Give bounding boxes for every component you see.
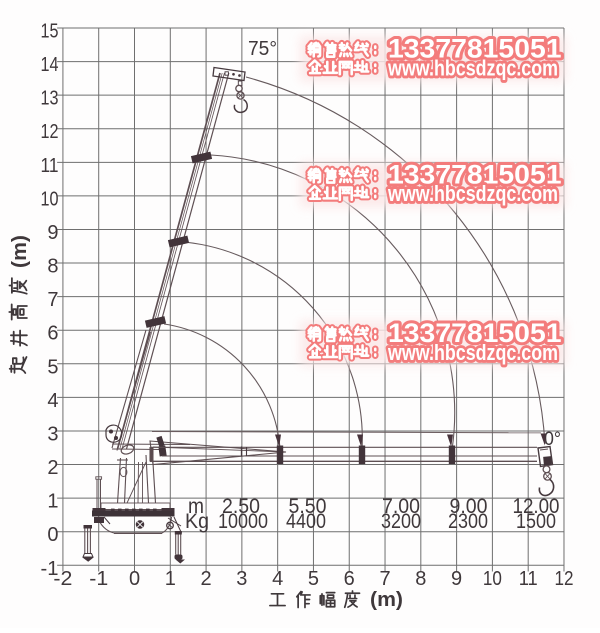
svg-text:(m): (m) — [9, 235, 31, 268]
svg-text:12.00: 12.00 — [513, 495, 560, 518]
svg-text:14: 14 — [41, 54, 59, 76]
svg-text:m: m — [188, 495, 204, 518]
svg-text:8: 8 — [415, 568, 426, 590]
svg-text:www.hbcsdzqc.com: www.hbcsdzqc.com — [387, 181, 558, 206]
svg-text:7: 7 — [379, 568, 390, 590]
svg-text:2: 2 — [47, 457, 58, 479]
svg-text:7: 7 — [47, 289, 58, 311]
svg-text:1500: 1500 — [516, 510, 556, 533]
svg-text:15: 15 — [41, 21, 59, 43]
svg-text:12: 12 — [41, 121, 59, 143]
svg-text:0: 0 — [129, 568, 140, 590]
svg-text:13: 13 — [41, 88, 59, 110]
svg-text:6: 6 — [344, 568, 355, 590]
svg-text:www.hbcsdzqc.com: www.hbcsdzqc.com — [387, 56, 558, 81]
svg-text:9.00: 9.00 — [450, 495, 488, 518]
svg-text:10: 10 — [41, 188, 59, 210]
svg-text:10: 10 — [483, 568, 502, 590]
svg-text:1: 1 — [165, 568, 176, 590]
svg-text:-1: -1 — [41, 558, 59, 580]
svg-text:0: 0 — [47, 524, 58, 546]
svg-text:7.00: 7.00 — [382, 495, 420, 518]
svg-text:9: 9 — [451, 568, 462, 590]
svg-text:75°: 75° — [248, 38, 277, 60]
svg-text:4: 4 — [47, 390, 58, 412]
svg-text:5.50: 5.50 — [289, 495, 327, 518]
svg-text:12: 12 — [554, 568, 573, 590]
svg-text:4400: 4400 — [286, 510, 326, 533]
svg-text:8: 8 — [47, 256, 58, 278]
svg-text:11: 11 — [41, 155, 59, 177]
svg-text:4: 4 — [272, 568, 283, 590]
svg-text:3: 3 — [236, 568, 247, 590]
svg-text:3: 3 — [47, 423, 58, 445]
svg-text:11: 11 — [519, 568, 538, 590]
svg-text:1: 1 — [47, 491, 58, 513]
svg-text:2300: 2300 — [448, 510, 488, 533]
svg-text:-1: -1 — [89, 568, 108, 590]
svg-text:(m): (m) — [370, 589, 403, 611]
svg-text:13377815051: 13377815051 — [388, 318, 562, 348]
svg-text:5: 5 — [308, 568, 319, 590]
svg-text:-2: -2 — [53, 568, 72, 590]
svg-text:9: 9 — [47, 222, 58, 244]
svg-text:Kg: Kg — [185, 510, 209, 533]
svg-text:2.50: 2.50 — [222, 495, 260, 518]
svg-text:2: 2 — [201, 568, 212, 590]
svg-text:0°: 0° — [544, 429, 561, 450]
svg-text:13377815051: 13377815051 — [388, 34, 562, 64]
svg-text:10000: 10000 — [218, 510, 268, 533]
svg-text:3200: 3200 — [381, 510, 421, 533]
svg-text:5: 5 — [47, 356, 58, 378]
svg-text:www.hbcsdzqc.com: www.hbcsdzqc.com — [387, 340, 558, 365]
svg-text:6: 6 — [47, 323, 58, 345]
svg-text:13377815051: 13377815051 — [388, 159, 562, 189]
